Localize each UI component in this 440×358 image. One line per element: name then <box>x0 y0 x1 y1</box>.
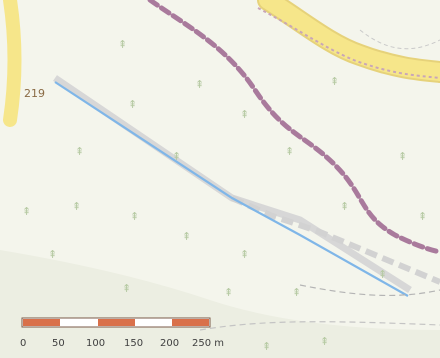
footpath-bottom[interactable] <box>199 321 440 331</box>
tree-icon: ⇞ <box>130 210 139 223</box>
scale-bar-segment <box>135 319 172 326</box>
tree-icon: ⇞ <box>240 248 249 261</box>
road-edge-dotted <box>257 7 440 79</box>
tree-icon: ⇞ <box>118 38 127 51</box>
tree-icon: ⇞ <box>72 200 81 213</box>
trail-dashed[interactable] <box>147 0 440 255</box>
tree-icon: ⇞ <box>292 286 301 299</box>
path-grey[interactable] <box>53 75 412 293</box>
scale-tick-200: 200 <box>160 338 179 349</box>
tree-icon: ⇞ <box>398 150 407 163</box>
tree-icon: ⇞ <box>22 205 31 218</box>
tree-icon: ⇞ <box>122 282 131 295</box>
scale-tick-150: 150 <box>124 338 143 349</box>
footpath-lower-right[interactable] <box>299 284 440 297</box>
path-grey-dashed[interactable] <box>230 195 440 285</box>
terrain-shading <box>0 250 440 358</box>
road-yellow-left <box>3 0 22 127</box>
tree-icon: ⇞ <box>330 75 339 88</box>
scale-bar-segment <box>172 319 209 326</box>
scale-bar-segment <box>98 319 135 326</box>
tree-icon: ⇞ <box>75 145 84 158</box>
scale-tick-250-m: 250 m <box>192 338 224 349</box>
road-yellow-top <box>259 0 440 81</box>
tree-icon: ⇞ <box>48 248 57 261</box>
scale-tick-0: 0 <box>20 338 26 349</box>
tree-icon: ⇞ <box>340 200 349 213</box>
footpath-top-right[interactable] <box>359 29 440 50</box>
scale-bar-segment <box>60 319 98 326</box>
tree-icon: ⇞ <box>224 286 233 299</box>
scale-tick-50: 50 <box>52 338 65 349</box>
tree-icon: ⇞ <box>172 150 181 163</box>
stream-line[interactable] <box>54 81 409 297</box>
tree-icon: ⇞ <box>378 268 387 281</box>
forest-symbols: ⇞ ⇞ ⇞ ⇞ ⇞ ⇞ ⇞ ⇞ ⇞ ⇞ ⇞ ⇞ ⇞ ⇞ ⇞ ⇞ ⇞ ⇞ ⇞ ⇞ … <box>22 38 427 353</box>
scale-bar-segment <box>23 319 60 326</box>
tree-icon: ⇞ <box>128 98 137 111</box>
tree-icon: ⇞ <box>262 340 271 353</box>
tree-icon: ⇞ <box>240 108 249 121</box>
scale-bar: 0 50 100 150 200 250 m <box>20 317 224 349</box>
tree-icon: ⇞ <box>418 210 427 223</box>
tree-icon: ⇞ <box>182 230 191 243</box>
elevation-label: 219 <box>24 87 45 100</box>
tree-icon: ⇞ <box>320 335 329 348</box>
scale-tick-100: 100 <box>86 338 105 349</box>
tree-icon: ⇞ <box>195 78 204 91</box>
tree-icon: ⇞ <box>285 145 294 158</box>
